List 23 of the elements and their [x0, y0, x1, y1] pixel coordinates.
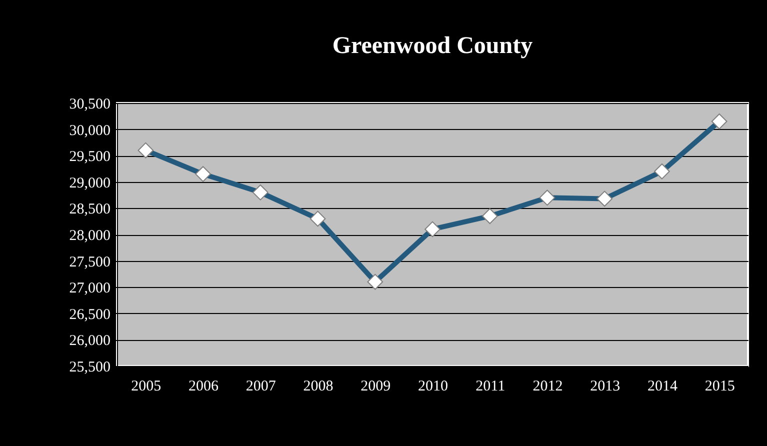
x-tick-label: 2005 — [131, 378, 162, 394]
y-tick-label: 26,500 — [69, 306, 110, 323]
y-tick-label: 28,000 — [69, 228, 110, 244]
x-tick-label: 2006 — [188, 378, 220, 394]
chart-title: Greenwood County — [332, 33, 533, 59]
x-tick-label: 2015 — [704, 378, 735, 394]
x-tick-label: 2013 — [590, 378, 620, 394]
x-tick-label: 2014 — [647, 378, 678, 394]
x-tick-label: 2009 — [360, 378, 391, 394]
y-tick-label: 27,500 — [69, 254, 110, 270]
y-tick-label: 29,500 — [69, 149, 110, 166]
x-tick-label: 2007 — [246, 378, 276, 394]
y-tick-label: 28,500 — [69, 202, 110, 218]
x-tick-label: 2008 — [303, 378, 334, 394]
y-tick-label: 30,500 — [69, 96, 110, 112]
y-tick-label: 25,500 — [69, 360, 110, 376]
x-tick-label: 2012 — [532, 378, 563, 394]
x-tick-label: 2010 — [418, 378, 448, 394]
y-tick-label: 26,000 — [69, 333, 110, 350]
y-tick-label: 27,000 — [69, 280, 110, 297]
y-tick-label: 30,000 — [69, 122, 110, 139]
y-tick-label: 29,000 — [69, 175, 110, 192]
x-tick-label: 2011 — [476, 378, 506, 394]
